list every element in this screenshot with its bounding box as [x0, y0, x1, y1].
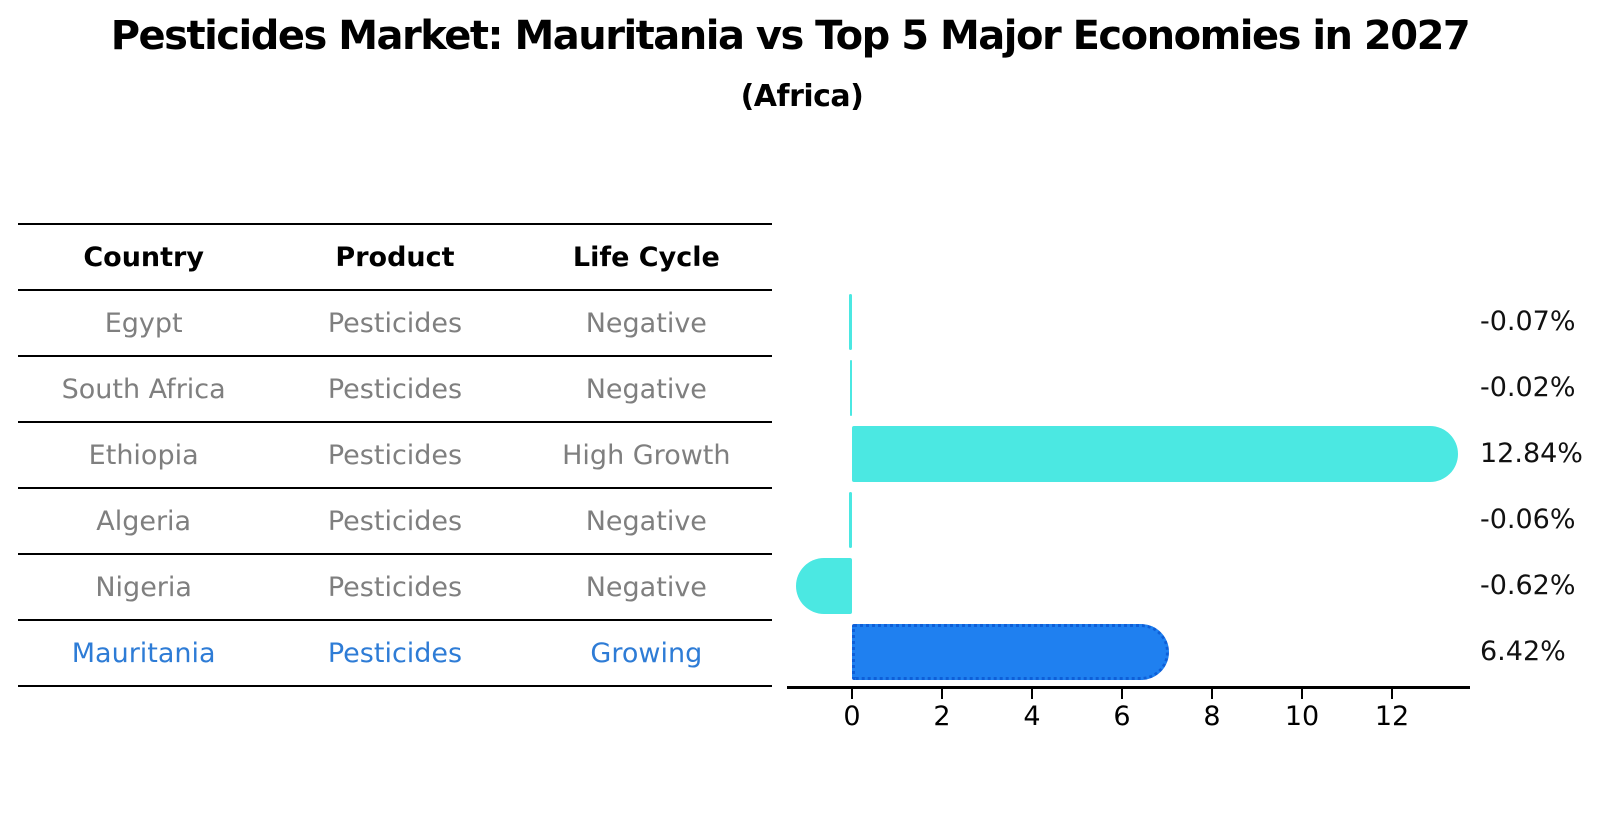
table-row-south-africa: South Africa Pesticides Negative	[18, 355, 772, 421]
cell-life-cycle: Growing	[590, 637, 703, 669]
table-row-ethiopia: Ethiopia Pesticides High Growth	[18, 421, 772, 487]
x-tick-6	[1121, 686, 1123, 699]
cell-country: Egypt	[104, 307, 183, 339]
value-label-south-africa: -0.02%	[1480, 372, 1576, 403]
cell-country: Algeria	[96, 505, 192, 537]
bar-nigeria	[796, 558, 852, 614]
x-tick-label-10: 10	[1284, 701, 1320, 732]
bar-ethiopia	[852, 426, 1458, 482]
cell-country: South Africa	[61, 373, 226, 405]
country-table: Country Product Life Cycle Egypt Pesticid…	[18, 223, 772, 687]
x-tick-label-12: 12	[1374, 701, 1410, 732]
bar-mauritania	[852, 624, 1169, 680]
cell-life-cycle: Negative	[585, 373, 707, 405]
cell-country: Nigeria	[95, 571, 192, 603]
x-tick-2	[941, 686, 943, 699]
table-row-egypt: Egypt Pesticides Negative	[18, 289, 772, 355]
col-header-country: Country	[83, 241, 204, 273]
cell-country: Mauritania	[71, 637, 216, 669]
cell-product: Pesticides	[327, 571, 463, 603]
col-header-product: Product	[335, 241, 455, 273]
bar-south-africa	[850, 360, 852, 416]
cell-product: Pesticides	[327, 439, 463, 471]
bar-algeria	[849, 492, 852, 548]
x-axis-line	[787, 686, 1470, 689]
bar-egypt	[849, 294, 852, 350]
table-body: Egypt Pesticides Negative South Africa Pesti…	[18, 289, 772, 685]
x-tick-0	[851, 686, 853, 699]
x-tick-label-4: 4	[1023, 701, 1041, 732]
table-row-nigeria: Nigeria Pesticides Negative	[18, 553, 772, 619]
cell-product: Pesticides	[327, 307, 463, 339]
cell-life-cycle: Negative	[585, 571, 707, 603]
value-label-mauritania: 6.42%	[1480, 636, 1566, 667]
chart-subtitle: (Africa)	[740, 79, 864, 114]
cell-product: Pesticides	[327, 637, 463, 669]
x-tick-label-2: 2	[933, 701, 951, 732]
x-tick-8	[1211, 686, 1213, 699]
table-header-row: Country Product Life Cycle	[18, 223, 772, 289]
value-label-ethiopia: 12.84%	[1480, 438, 1583, 469]
table-row-algeria: Algeria Pesticides Negative	[18, 487, 772, 553]
chart-title: Pesticides Market: Mauritania vs Top 5 M…	[110, 13, 1471, 59]
x-tick-label-6: 6	[1113, 701, 1131, 732]
x-tick-label-8: 8	[1203, 701, 1221, 732]
value-label-egypt: -0.07%	[1480, 306, 1576, 337]
cell-life-cycle: Negative	[585, 505, 707, 537]
cell-life-cycle: Negative	[585, 307, 707, 339]
cell-product: Pesticides	[327, 373, 463, 405]
col-header-life-cycle: Life Cycle	[572, 241, 720, 273]
x-tick-12	[1391, 686, 1393, 699]
x-tick-10	[1301, 686, 1303, 699]
cell-country: Ethiopia	[88, 439, 199, 471]
x-tick-4	[1031, 686, 1033, 699]
x-tick-label-0: 0	[843, 701, 861, 732]
value-label-nigeria: -0.62%	[1480, 570, 1576, 601]
cell-life-cycle: High Growth	[562, 439, 731, 471]
table-row-mauritania: Mauritania Pesticides Growing	[18, 619, 772, 685]
cell-product: Pesticides	[327, 505, 463, 537]
value-label-algeria: -0.06%	[1480, 504, 1576, 535]
